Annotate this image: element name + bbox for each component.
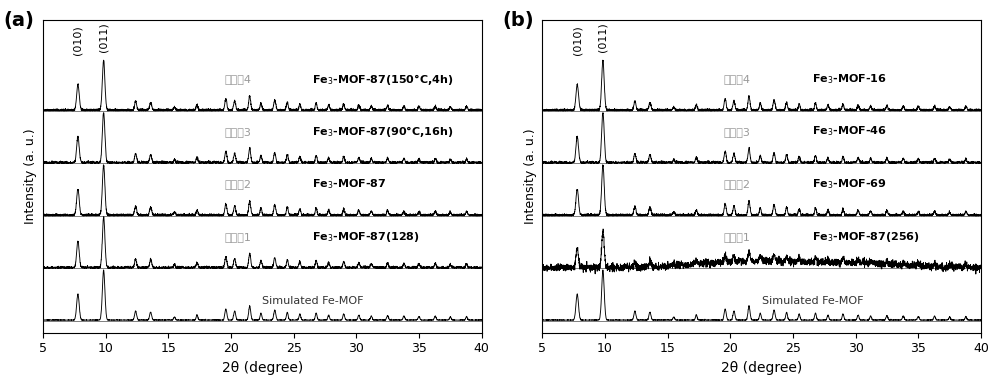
Text: Fe$_3$-MOF-46: Fe$_3$-MOF-46 <box>812 125 887 139</box>
Text: 实施入1: 实施入1 <box>225 232 251 242</box>
Text: 对比入1: 对比入1 <box>724 232 751 242</box>
Text: (b): (b) <box>503 11 534 30</box>
X-axis label: 2θ (degree): 2θ (degree) <box>222 361 303 375</box>
Text: (010): (010) <box>572 25 582 55</box>
Text: (011): (011) <box>598 22 608 52</box>
Text: Fe$_3$-MOF-87(128): Fe$_3$-MOF-87(128) <box>312 230 420 244</box>
Y-axis label: Intensity (a. u.): Intensity (a. u.) <box>24 129 37 224</box>
Text: Fe$_3$-MOF-87: Fe$_3$-MOF-87 <box>312 177 387 191</box>
Text: 实施入3: 实施入3 <box>225 127 251 137</box>
Text: Fe$_3$-MOF-87(256): Fe$_3$-MOF-87(256) <box>812 230 919 244</box>
Text: Fe$_3$-MOF-16: Fe$_3$-MOF-16 <box>812 72 887 86</box>
X-axis label: 2θ (degree): 2θ (degree) <box>721 361 802 375</box>
Text: Fe$_3$-MOF-87(150°C,4h): Fe$_3$-MOF-87(150°C,4h) <box>312 71 454 86</box>
Text: Simulated Fe-MOF: Simulated Fe-MOF <box>262 296 364 306</box>
Text: 实施入2: 实施入2 <box>225 179 252 189</box>
Text: (011): (011) <box>99 22 109 52</box>
Text: Simulated Fe-MOF: Simulated Fe-MOF <box>762 296 863 306</box>
Text: (010): (010) <box>73 25 83 55</box>
Text: 对比入3: 对比入3 <box>724 127 751 137</box>
Text: 对比入2: 对比入2 <box>724 179 751 189</box>
Text: Fe$_3$-MOF-69: Fe$_3$-MOF-69 <box>812 177 886 191</box>
Text: (a): (a) <box>3 11 34 30</box>
Text: 对比入4: 对比入4 <box>724 74 751 84</box>
Text: 实施入4: 实施入4 <box>225 74 252 84</box>
Y-axis label: Intensity (a. u.): Intensity (a. u.) <box>524 129 537 224</box>
Text: Fe$_3$-MOF-87(90°C,16h): Fe$_3$-MOF-87(90°C,16h) <box>312 124 454 139</box>
